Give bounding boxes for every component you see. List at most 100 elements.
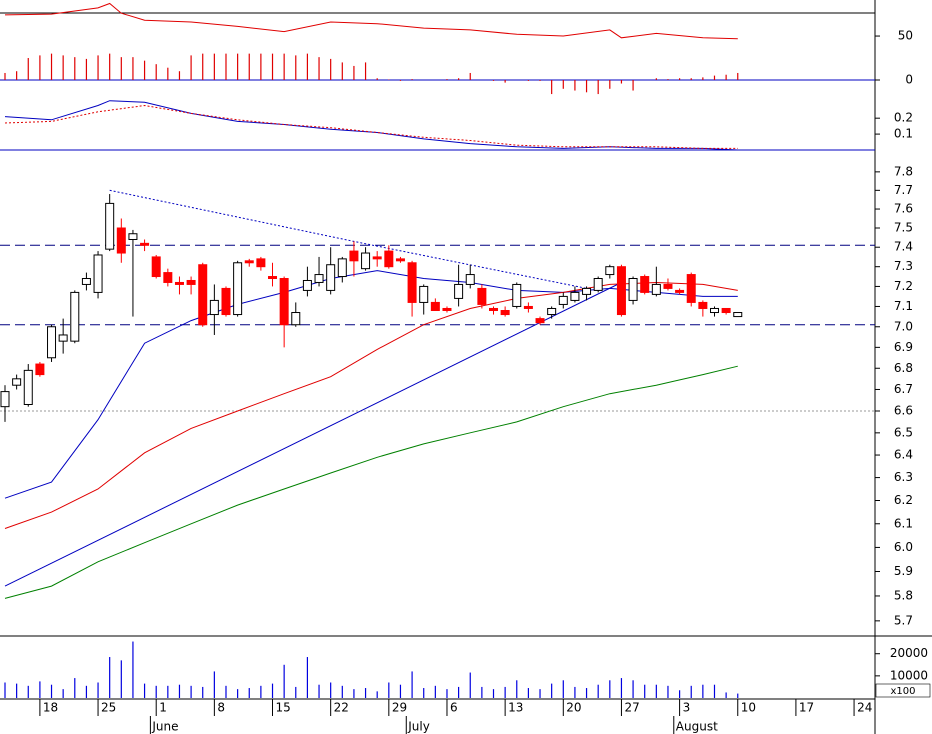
y-tick-label: 6.8 [894, 361, 913, 375]
y-tick-label: 6.6 [894, 403, 913, 417]
candle-body [291, 312, 301, 326]
candle-body [419, 285, 429, 303]
candle-body [244, 260, 254, 264]
series-line [4, 104, 738, 149]
y-tick-label: 7.6 [894, 202, 913, 216]
candle-body [570, 291, 580, 301]
candle-body [605, 266, 615, 276]
x-tick-label: 27 [624, 701, 639, 715]
y-tick-label: 7.1 [894, 299, 913, 313]
candle-body [407, 262, 417, 303]
candle-body [442, 307, 452, 311]
candle-body [35, 363, 45, 376]
y-tick-label: 7.8 [894, 164, 913, 178]
x-tick-label: 6 [450, 701, 458, 715]
unit-label: x100 [890, 686, 915, 697]
x-tick-label: 10 [741, 701, 756, 715]
x-tick-label: 18 [43, 701, 58, 715]
candle-body [233, 262, 243, 316]
candle-body [512, 283, 522, 307]
candle-body [128, 233, 138, 240]
candle-body [640, 276, 650, 293]
y-tick-label: 10000 [890, 668, 928, 682]
candle-body [454, 283, 464, 299]
x-tick-label: 1 [159, 701, 167, 715]
candle-body [721, 307, 731, 314]
series-line [4, 2, 738, 40]
y-tick-label: 7.4 [894, 240, 913, 254]
candle-body [174, 281, 184, 285]
y-tick-label: 0.1 [894, 127, 913, 141]
series-line [4, 282, 622, 587]
candle-body [686, 274, 696, 303]
candle-body [733, 312, 743, 318]
candle-body [12, 378, 22, 386]
candle-body [47, 326, 57, 359]
y-tick-label: 6.9 [894, 340, 913, 354]
y-tick-label: 20000 [890, 646, 928, 660]
candle-body [337, 258, 347, 278]
candle-body [395, 258, 405, 262]
month-label: August [676, 720, 718, 734]
candle-body [163, 272, 173, 283]
candle-body [105, 202, 115, 250]
y-tick-label: 7.0 [894, 319, 913, 333]
candle-body [547, 307, 557, 316]
candle-body [477, 287, 487, 305]
candle-body [198, 264, 208, 326]
y-tick-label: 7.7 [894, 183, 913, 197]
x-tick-label: 17 [799, 701, 814, 715]
unit-box [875, 683, 931, 698]
candle-body [93, 254, 103, 293]
y-tick-label: 7.5 [894, 220, 913, 234]
x-tick-label: 25 [101, 701, 116, 715]
month-label: June [151, 720, 178, 734]
y-tick-label: 6.1 [894, 516, 913, 530]
y-tick-label: 0.2 [894, 111, 913, 125]
candle-body [663, 283, 673, 289]
y-tick-label: 6.7 [894, 382, 913, 396]
candle-body [616, 266, 626, 316]
x-tick-label: 22 [334, 701, 349, 715]
candle-body [186, 279, 196, 285]
x-tick-label: 29 [392, 701, 407, 715]
candle-body [523, 305, 533, 309]
candle-body [302, 279, 312, 291]
y-tick-label: 7.2 [894, 279, 913, 293]
candle-body [628, 278, 638, 301]
candle-body [279, 278, 289, 326]
candle-body [489, 307, 499, 311]
x-tick-label: 15 [276, 701, 291, 715]
candle-body [314, 274, 324, 283]
candle-body [256, 258, 266, 268]
y-tick-label: 0 [905, 73, 913, 87]
x-tick-label: 24 [857, 701, 872, 715]
y-tick-label: 6.3 [894, 470, 913, 484]
y-tick-label: 6.0 [894, 540, 913, 554]
candle-body [372, 256, 382, 260]
candle-body [81, 278, 91, 285]
y-tick-label: 50 [898, 29, 913, 43]
candle-body [465, 274, 475, 285]
candle-body [58, 334, 68, 342]
candle-body [384, 250, 394, 268]
candle-body [268, 276, 278, 280]
y-tick-label: 6.2 [894, 493, 913, 507]
candle-body [698, 301, 708, 309]
y-tick-label: 7.3 [894, 259, 913, 273]
x-tick-label: 3 [683, 701, 691, 715]
candle-body [151, 256, 161, 278]
y-tick-label: 5.9 [894, 564, 913, 578]
x-tick-label: 13 [508, 701, 523, 715]
x-tick-label: 8 [217, 701, 225, 715]
candle-body [326, 264, 336, 291]
candle-body [209, 299, 219, 316]
series-line [4, 365, 738, 599]
y-tick-label: 5.7 [894, 613, 913, 627]
y-tick-label: 6.4 [894, 448, 913, 462]
candle-body [709, 307, 719, 314]
candle-body [430, 301, 440, 311]
